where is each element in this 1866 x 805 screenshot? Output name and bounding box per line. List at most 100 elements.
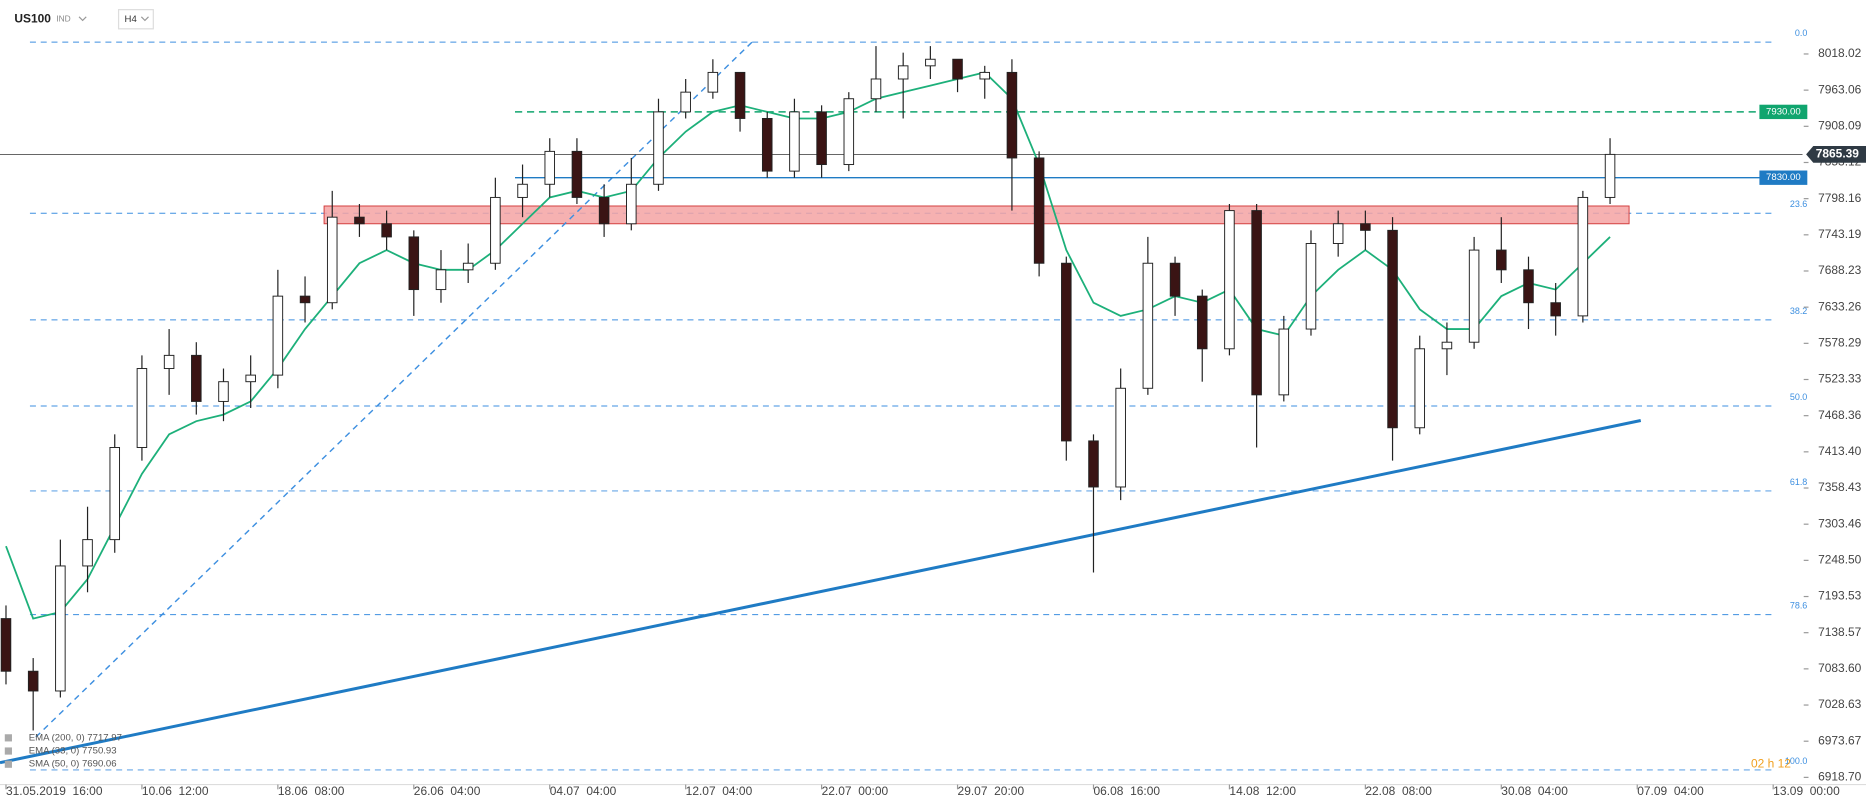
x-tick-label: 12.07 04:00 [686,784,753,798]
timeframe-box[interactable] [117,9,154,30]
candle-body [408,236,420,291]
level-label: 7830.00 [1766,172,1801,183]
y-tick-label: 7303.46 [1818,516,1862,530]
candle-body [136,368,148,448]
candle-body [1332,223,1344,244]
candle-body [816,111,827,166]
level-tag [1759,170,1808,185]
x-tick-label: 22.07 00:00 [822,784,889,798]
y-tick-label: 7523.33 [1818,372,1862,386]
fib-label: 0.0 [1795,28,1807,38]
indicator-label: EMA (200, 0) 7717.97 [29,732,122,743]
candle-body [1169,262,1181,297]
candle-body [299,295,311,304]
candle-body [435,269,447,291]
candle-body [1468,249,1480,343]
candle-body [1006,71,1018,159]
level-label: 7930.00 [1766,106,1801,117]
symbol: US100 [14,11,51,25]
candle-body [1414,348,1426,429]
x-tick-label: 13.09 00:00 [1773,784,1840,798]
candle-body [1604,153,1616,198]
candle-body [680,91,691,113]
y-tick-label: 7743.19 [1818,227,1862,241]
candle-body [381,223,392,238]
y-tick-label: 6973.67 [1818,733,1862,747]
candle-body [897,65,909,80]
y-tick-label: 7138.57 [1818,625,1862,639]
candle-body [870,78,882,100]
trendline [0,419,1642,765]
indicator-icon [4,734,12,742]
fib-label: 23.6 [1790,199,1807,209]
dropdown-arrow [140,16,149,22]
candle-body [626,183,637,225]
x-tick-label: 29.07 20:00 [958,784,1025,798]
candle-body [82,539,93,567]
candle-body [1441,341,1453,350]
candle-body [272,295,284,376]
indicator-icon [4,760,12,768]
candle-body [1061,262,1072,442]
candle-body [27,670,39,692]
candle-body [979,71,991,80]
candle-body [1115,387,1126,488]
candle-body [490,196,501,264]
y-tick-label: 7193.53 [1818,589,1862,603]
y-tick-label: 7248.50 [1818,553,1862,567]
candle-body [1278,328,1290,396]
resistance-zone [323,205,1630,225]
candle-body [191,354,202,402]
x-tick-label: 10.06 12:00 [142,784,209,798]
candle-body [517,183,528,198]
x-tick-label: 14.08 12:00 [1229,784,1296,798]
y-tick-label: 7688.23 [1818,263,1862,277]
timeframe: H4 [125,14,138,25]
x-tick-label: 30.08 04:00 [1501,784,1568,798]
y-tick-label: 7578.29 [1818,335,1862,349]
candle-body [1088,440,1099,488]
candle-body [245,374,256,383]
x-tick-label: 31.05.2019 16:00 [6,784,103,798]
candle-body [1305,243,1317,330]
candle-body [1142,262,1154,389]
candle-body [1251,210,1262,396]
candle-body [1224,210,1235,350]
candle-body [326,216,338,304]
candle-body [1550,302,1561,317]
x-tick-label: 06.08 16:00 [1093,784,1160,798]
candle-body [1196,295,1208,350]
market[interactable]: IND [56,13,70,23]
x-tick-label: 22.08 08:00 [1365,784,1432,798]
candle-body [734,71,746,119]
candle-body [163,354,175,370]
candle-body [0,618,12,672]
x-tick-label: 26.06 04:00 [414,784,481,798]
y-tick-label: 7083.60 [1818,661,1862,675]
candle-body [1496,249,1507,271]
y-tick-label: 7633.26 [1818,299,1862,313]
y-tick-label: 8018.02 [1818,46,1862,60]
x-tick-label: 07.09 04:00 [1637,784,1704,798]
last-price-tag [1806,146,1866,163]
candle-body [952,58,963,80]
y-tick-label: 7028.63 [1818,697,1862,711]
candle-body [789,111,800,172]
x-tick-label: 18.06 08:00 [278,784,345,798]
candle-body [55,565,66,692]
y-tick-label: 7798.16 [1818,191,1862,205]
candle-body [109,447,121,541]
trendline [35,41,753,738]
candle-body [653,111,664,185]
dropdown-arrow [78,16,87,22]
y-tick-label: 7358.43 [1818,480,1862,494]
fib-label: 50.0 [1790,392,1807,402]
candle-body [571,150,583,198]
y-tick-label: 7413.40 [1818,444,1862,458]
candle-body [1523,269,1534,304]
candle-body [761,117,773,172]
last-price-label: 7865.39 [1816,147,1860,161]
candle-body [1387,229,1398,429]
candle-body [843,98,855,166]
